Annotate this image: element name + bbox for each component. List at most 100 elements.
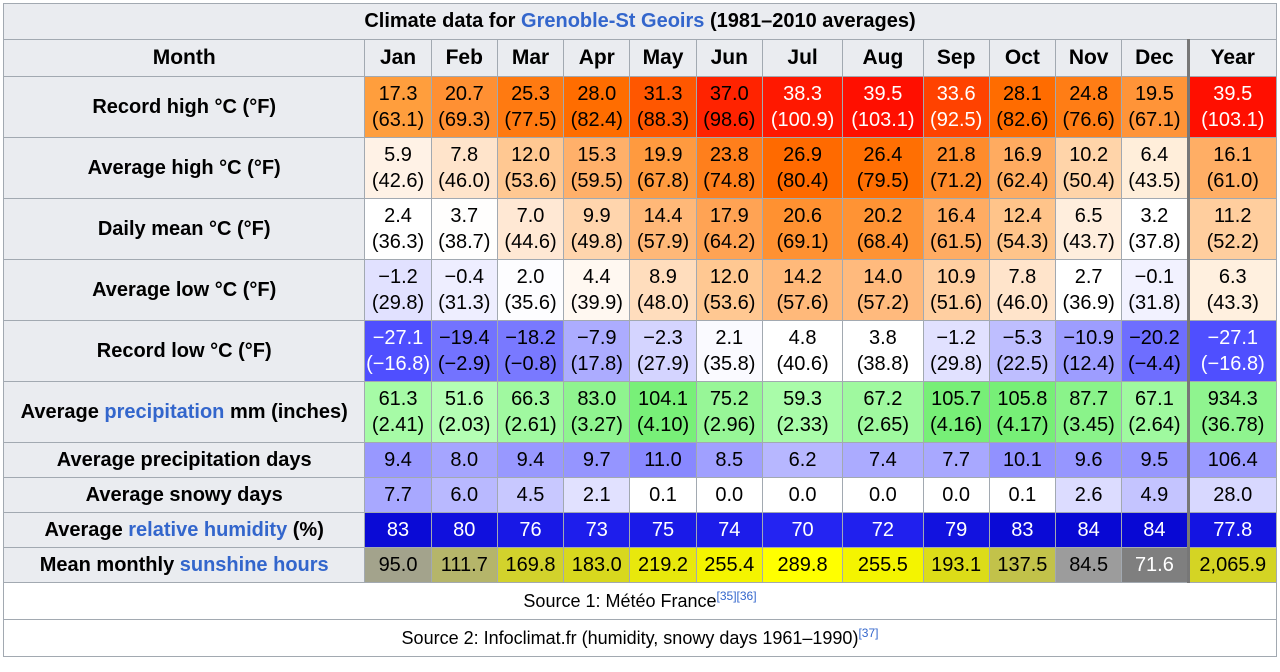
- month-value-cell: 16.9 (62.4): [988, 137, 1057, 199]
- value-imperial: (17.8): [570, 353, 623, 375]
- month-value-cell: 28.1 (82.6): [988, 76, 1057, 138]
- value-imperial: (50.4): [1062, 170, 1115, 192]
- value-metric: 31.3: [643, 83, 683, 105]
- value-imperial: (2.41): [371, 414, 425, 436]
- year-value-cell: 77.8: [1186, 512, 1278, 548]
- month-value-cell: 0.1: [629, 477, 697, 513]
- reference-link[interactable]: [36]: [736, 588, 757, 603]
- value-imperial: (53.6): [504, 170, 557, 192]
- value-metric: 4.9: [1140, 484, 1169, 506]
- value-metric: 26.4: [863, 144, 903, 166]
- month-value-cell: 26.4 (79.5): [842, 137, 924, 199]
- month-value-cell: 70: [761, 512, 844, 548]
- month-value-cell: −18.2 (−0.8): [496, 320, 565, 382]
- month-value-cell: 2.7 (36.9): [1055, 259, 1123, 321]
- value-imperial: (82.4): [570, 109, 623, 131]
- value-imperial: (46.0): [438, 170, 491, 192]
- month-value-cell: 0.0: [761, 477, 844, 513]
- value-metric: 255.4: [704, 554, 755, 576]
- value-imperial: (52.2): [1206, 231, 1259, 253]
- value-imperial: (31.3): [438, 292, 491, 314]
- month-value-cell: 12.0 (53.6): [695, 259, 763, 321]
- value-metric: 67.1: [1134, 388, 1174, 410]
- value-imperial: (40.6): [776, 353, 829, 375]
- table-row: Average precipitation mm (inches) 61.3 (2.…: [2, 381, 1278, 443]
- month-value-cell: 6.4 (43.5): [1121, 137, 1189, 199]
- source-note: Source 1: Météo France[35][36]: [3, 582, 1277, 620]
- month-value-cell: −19.4 (−2.9): [430, 320, 498, 382]
- month-value-cell: 24.8 (76.6): [1055, 76, 1123, 138]
- value-metric: 0.0: [942, 484, 971, 506]
- month-value-cell: 7.7: [364, 477, 432, 513]
- value-imperial: (29.8): [930, 353, 983, 375]
- reference-link[interactable]: [35]: [716, 588, 737, 603]
- title-prefix: Climate data for: [364, 10, 522, 32]
- value-metric: 9.6: [1074, 449, 1103, 471]
- value-metric: 39.5: [1213, 83, 1253, 105]
- month-value-cell: 20.7 (69.3): [430, 76, 498, 138]
- table-row: Average low °C (°F) −1.2 (29.8) −0.4 (31.3) 2…: [2, 259, 1278, 321]
- value-metric: 6.3: [1218, 266, 1247, 288]
- value-metric: 67.2: [863, 388, 903, 410]
- month-value-cell: 10.1: [988, 442, 1057, 478]
- month-value-cell: 80: [430, 512, 498, 548]
- value-metric: 7.8: [1008, 266, 1037, 288]
- month-value-cell: 66.3 (2.61): [496, 381, 565, 443]
- row-label-link[interactable]: sunshine hours: [179, 553, 329, 576]
- reference-link[interactable]: [37]: [858, 625, 879, 640]
- value-imperial: (51.6): [930, 292, 983, 314]
- value-metric: 14.2: [783, 266, 823, 288]
- month-value-cell: 75: [629, 512, 697, 548]
- value-metric: −1.2: [378, 266, 418, 288]
- row-label-link[interactable]: relative humidity: [128, 518, 288, 541]
- month-value-cell: 7.4: [842, 442, 924, 478]
- value-metric: 33.6: [936, 83, 976, 105]
- month-value-cell: −2.3 (27.9): [629, 320, 697, 382]
- month-value-cell: 20.6 (69.1): [761, 198, 844, 260]
- climate-table: Climate data for Grenoble-St Geoirs (198…: [2, 3, 1278, 657]
- year-value-cell: 11.2 (52.2): [1186, 198, 1278, 260]
- value-metric: 15.3: [577, 144, 617, 166]
- value-metric: 6.5: [1074, 205, 1103, 227]
- month-value-cell: 6.5 (43.7): [1055, 198, 1123, 260]
- value-metric: 104.1: [638, 388, 689, 410]
- value-metric: 12.0: [709, 266, 749, 288]
- row-label: Average precipitation days: [2, 442, 366, 478]
- value-metric: 934.3: [1207, 388, 1258, 410]
- year-value-cell: 39.5 (103.1): [1186, 76, 1278, 138]
- value-metric: 38.3: [783, 83, 823, 105]
- value-metric: 4.8: [788, 327, 817, 349]
- value-metric: 6.0: [450, 484, 479, 506]
- value-imperial: (22.5): [996, 353, 1049, 375]
- source-text: Source 2: Infoclimat.fr (humidity, snowy…: [401, 627, 859, 648]
- value-metric: 10.9: [936, 266, 976, 288]
- value-imperial: (59.5): [570, 170, 623, 192]
- month-value-cell: 23.8 (74.8): [695, 137, 763, 199]
- month-value-cell: 4.4 (39.9): [563, 259, 631, 321]
- month-value-cell: 0.0: [922, 477, 990, 513]
- value-imperial: (2.61): [504, 414, 557, 436]
- month-value-cell: 95.0: [364, 547, 432, 583]
- station-link[interactable]: Grenoble-St Geoirs: [521, 10, 705, 32]
- row-label-text: mm (inches): [224, 400, 348, 423]
- value-imperial: (80.4): [776, 170, 829, 192]
- value-imperial: (69.3): [438, 109, 491, 131]
- row-label-link[interactable]: precipitation: [104, 400, 225, 423]
- month-value-cell: 12.4 (54.3): [988, 198, 1057, 260]
- value-metric: 14.4: [643, 205, 683, 227]
- value-metric: 74: [718, 519, 741, 541]
- month-value-cell: 17.9 (64.2): [695, 198, 763, 260]
- value-metric: 3.7: [450, 205, 479, 227]
- value-metric: 8.0: [450, 449, 479, 471]
- month-value-cell: 2.0 (35.6): [496, 259, 565, 321]
- month-value-cell: 83: [364, 512, 432, 548]
- value-metric: 61.3: [378, 388, 418, 410]
- month-value-cell: 51.6 (2.03): [430, 381, 498, 443]
- value-imperial: (38.7): [438, 231, 491, 253]
- value-imperial: (43.7): [1062, 231, 1115, 253]
- value-metric: 2.1: [715, 327, 744, 349]
- value-metric: 2.0: [516, 266, 545, 288]
- month-value-cell: 10.9 (51.6): [922, 259, 990, 321]
- value-metric: 75.2: [709, 388, 749, 410]
- value-metric: −27.1: [372, 327, 424, 349]
